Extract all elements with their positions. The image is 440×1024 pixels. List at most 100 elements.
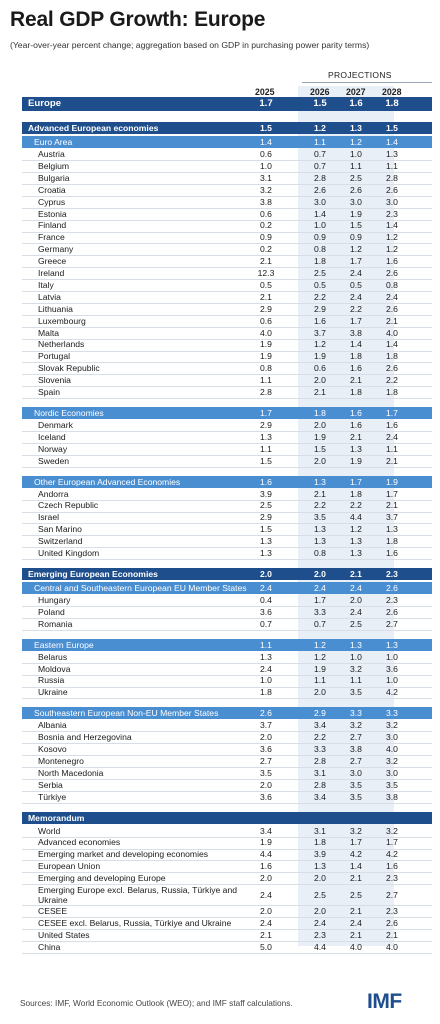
value-2025: 3.6 [260,606,272,617]
value-2027: 3.8 [350,744,362,754]
row-label: Malta [38,327,60,338]
value-2025: 0.8 [260,363,272,374]
value-2026: 0.6 [314,363,326,374]
value-2028: 2.4 [386,431,398,442]
row-label: Portugal [38,351,71,362]
value-2027: 0.5 [350,279,362,290]
value-2025: 1.0 [260,160,272,171]
table-row: Sweden 1.5 2.0 1.9 2.1 [22,456,432,468]
row-label: Slovak Republic [38,363,100,374]
table-row: Latvia 2.1 2.2 2.4 2.4 [22,292,432,304]
value-2026: 3.7 [314,327,326,338]
row-label: Europe [28,98,62,109]
row-label: Italy [38,279,54,290]
row-label: Ukraine [38,687,68,698]
memorandum-header: Memorandum [22,811,432,824]
value-2028: 2.3 [386,873,398,884]
table-row: Serbia 2.0 2.8 3.5 3.5 [22,780,432,792]
row-label: Türkiye [38,791,67,802]
value-2026: 0.9 [314,232,326,243]
table-row: Malta 4.0 3.7 3.8 4.0 [22,328,432,340]
row-label: Greece [38,256,67,267]
value-2025: 2.9 [260,303,272,314]
value-2025: 2.1 [260,929,272,940]
row-label: CESEE excl. Belarus, Russia, Türkiye and… [38,917,232,928]
row-label: Hungary [38,594,71,605]
row-label: Andorra [38,488,69,499]
value-2028: 2.4 [386,291,398,302]
table-row: North Macedonia 3.5 3.1 3.0 3.0 [22,768,432,780]
value-2025: 1.5 [260,455,272,466]
value-2026: 2.5 [314,268,326,278]
value-2028: 4.2 [386,849,398,860]
group-header: Southeastern European Non-EU Member Stat… [22,707,432,720]
table-row: Ireland 12.3 2.5 2.4 2.6 [22,268,432,281]
value-2026: 1.9 [314,663,326,674]
value-2026: 4.4 [314,941,326,952]
value-2027: 2.4 [350,582,362,593]
table-row: Israel 2.9 3.5 4.4 3.7 [22,512,432,525]
value-2027: 2.1 [350,375,362,386]
value-2028: 3.2 [386,825,398,836]
row-label: Serbia [38,779,63,790]
value-2027: 3.3 [350,708,362,719]
value-2027: 1.6 [349,98,363,109]
value-2028: 1.6 [386,419,398,430]
value-2028: 2.6 [386,303,398,314]
value-2027: 2.4 [350,606,362,617]
value-2026: 2.1 [314,488,326,499]
value-2028: 3.0 [386,767,398,778]
value-2028: 1.9 [386,476,398,487]
row-label: Israel [38,512,60,523]
value-2027: 0.9 [350,232,362,243]
table-row: Moldova 2.4 1.9 3.2 3.6 [22,664,432,676]
value-2027: 1.3 [350,123,362,133]
value-2025: 2.0 [260,732,272,743]
value-2028: 2.6 [386,917,398,928]
row-label: Poland [38,606,65,617]
value-2025: 2.4 [260,582,272,593]
table-row: Hungary 0.4 1.7 2.0 2.3 [22,594,432,608]
value-2025: 1.3 [260,548,272,558]
value-2028: 2.2 [386,375,398,386]
header-label: Nordic Economies [34,407,104,418]
section-header: Emerging European Economies 2.0 2.0 2.1 2.3 [22,567,432,580]
row-label: Emerging Europe excl. Belarus, Russia, T… [38,885,238,905]
table-row: World 3.4 3.1 3.2 3.2 [22,826,432,838]
value-2025: 3.7 [260,720,272,731]
value-2028: 3.3 [386,708,398,719]
year-2028: 2028 [382,87,402,97]
value-2025: 0.6 [260,315,272,326]
header-label: Central and Southeastern European EU Mem… [34,582,247,593]
value-2027: 1.2 [350,137,362,147]
table-row: Emerging and developing Europe 2.0 2.0 2.1 2… [22,873,432,886]
value-2027: 1.2 [350,244,362,255]
value-2026: 1.4 [314,208,326,219]
value-2028: 2.6 [386,184,398,195]
table-row: Lithuania 2.9 2.9 2.2 2.6 [22,304,432,316]
year-header: 2025 2026 2027 2028 [0,87,440,97]
value-2025: 2.4 [260,890,272,900]
value-2026: 0.7 [314,160,326,171]
header-label: Memorandum [28,812,85,823]
value-2026: 3.0 [314,196,326,207]
row-label: Switzerland [38,536,83,547]
value-2027: 1.8 [350,488,362,499]
value-2025: 2.8 [260,387,272,397]
value-2027: 3.5 [350,779,362,790]
value-2028: 4.2 [386,687,398,698]
table-row: Emerging Europe excl. Belarus, Russia, T… [22,885,432,906]
page-title: Real GDP Growth: Europe [10,8,266,31]
value-2028: 1.4 [386,339,398,350]
value-2027: 1.3 [350,639,362,650]
value-2026: 1.3 [314,861,326,872]
value-2026: 1.3 [314,524,326,535]
value-2025: 3.6 [260,744,272,754]
value-2028: 1.4 [386,137,398,147]
table-row: Finland 0.2 1.0 1.5 1.4 [22,220,432,233]
row-label: Luxembourg [38,315,86,326]
value-2028: 2.1 [386,929,398,940]
value-2028: 2.1 [386,500,398,511]
row-label: Austria [38,149,65,159]
value-2026: 2.0 [314,375,326,386]
